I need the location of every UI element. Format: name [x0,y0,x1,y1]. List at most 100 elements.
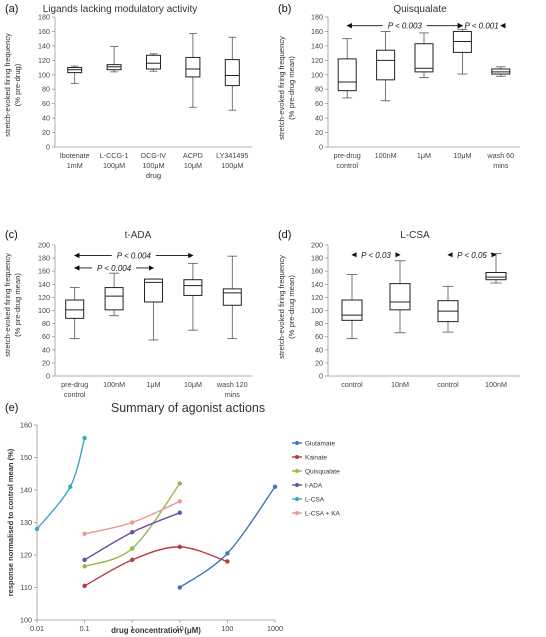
p-value-label: P < 0.05 [457,251,487,260]
panel-a: (a) Ligands lacking modulatory activity st… [3,3,252,180]
y-tick-label: 100 [311,70,323,79]
box-4 [185,33,201,108]
series-line [179,486,276,589]
y-tick-label: 80 [315,319,323,328]
y-tick-label: 120 [20,551,32,560]
p-value-label: P < 0.003 [388,22,423,31]
x-tick-label: ACPD [183,151,203,160]
chart-title: L-CSA [400,230,430,241]
data-point [82,564,87,569]
series-glutamate [177,484,278,590]
data-point [82,435,87,441]
significance-annotation: P < 0.001 [457,22,506,31]
legend-item: t-ADA [292,482,323,489]
y-tick-label: 80 [42,319,50,328]
data-point [82,583,87,589]
data-point [272,484,278,489]
data-point [130,546,135,551]
box-3 [146,53,161,72]
y-tick-label: 130 [20,518,32,527]
data-point [225,551,230,556]
box-iqr [414,43,434,73]
box-iqr [222,288,242,306]
legend-label: L-CSA + KA [305,510,341,517]
box-1 [65,287,85,340]
y-axis-label: response normalised to control mean (%) [6,448,15,596]
y-tick-label: 20 [315,128,323,137]
y-tick-label: 0 [46,143,50,152]
y-tick-label: 180 [38,13,50,22]
legend-label: Glutamate [305,440,335,447]
y-tick-label: 40 [315,114,323,123]
legend-item: L-CSA [292,496,325,503]
x-axis-label: drug concentration (μM) [111,626,201,635]
panel-letter: (b) [278,3,291,15]
series-kainate [82,544,230,589]
x-tick-label: 0.1 [80,624,90,633]
y-tick-label: 60 [315,99,323,108]
y-axis-label: stretch-evoked firing frequency [277,36,286,140]
data-point [177,481,182,486]
y-tick-label: 160 [38,267,50,276]
series-line [84,483,181,568]
y-tick-label: 140 [311,280,323,289]
chart-title: Summary of agonist actions [111,401,265,415]
x-tick-label: DCG-IV [141,151,166,160]
y-tick-label: 40 [42,114,50,123]
legend-swatch-marker [295,497,299,501]
box-iqr [183,279,203,296]
legend-item: Glutamate [292,440,335,447]
legend: Glutamate Kainate Quisqualate t-ADA L-CSA L-C… [292,440,341,517]
y-axis-label: stretch-evoked firing frequency [277,255,286,359]
x-tick-label: mins [225,390,241,399]
x-tick-label: 10μM [184,380,202,389]
y-axis-label: stretch-evoked firing frequency [3,33,12,137]
x-tick-label: mins [493,161,509,170]
y-tick-label: 160 [311,267,323,276]
y-axis-label: (% pre-drug mean) [287,275,296,339]
x-tick-label: 1 [130,624,134,633]
data-point [130,520,135,525]
legend-label: t-ADA [305,482,323,489]
series-quisqualate [82,481,182,569]
y-tick-label: 40 [315,345,323,354]
box-3 [414,32,434,79]
y-tick-label: 120 [311,56,323,65]
y-tick-label: 150 [20,453,32,462]
legend-item: Quisqualate [292,468,340,475]
box-2 [389,260,411,334]
y-tick-label: 0 [46,372,50,381]
legend-swatch-marker [295,511,299,515]
x-tick-label: pre-drug [61,380,88,389]
x-tick-label: control [64,390,86,399]
box-5 [224,36,240,111]
y-tick-label: 160 [311,27,323,36]
data-point [82,531,87,537]
legend-item: Kainate [292,454,327,461]
box-4 [183,262,203,331]
x-tick-label: control [336,161,358,170]
panel-b: (b) Quisqualate stretch-evoked firing freq… [277,3,520,170]
significance-annotation: P < 0.03 [351,251,401,260]
y-tick-label: 100 [20,616,32,625]
box-iqr [146,54,161,70]
y-tick-label: 140 [38,280,50,289]
y-tick-label: 140 [20,486,32,495]
y-tick-label: 120 [38,293,50,302]
y-tick-label: 160 [20,421,32,430]
data-point [177,499,182,504]
box-5 [491,66,511,77]
box-iqr [485,272,507,281]
x-tick-label: pre-drug [334,151,361,160]
y-axis-label: (% pre-drug mean) [287,56,296,120]
panel-letter: (a) [5,3,18,15]
chart-title: t-ADA [125,230,152,241]
y-tick-label: 100 [311,306,323,315]
x-tick-label: 100nM [375,151,397,160]
y-tick-label: 180 [311,13,323,22]
x-tick-label: 10μM [453,151,471,160]
box-3 [144,278,163,341]
y-tick-label: 60 [315,332,323,341]
x-tick-label: 1μM [146,380,160,389]
series-t-ada [82,510,182,563]
